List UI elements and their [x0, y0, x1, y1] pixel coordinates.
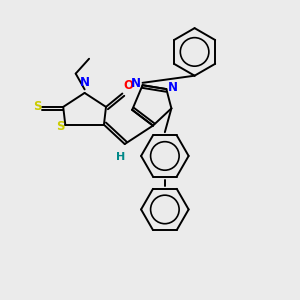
Text: S: S: [56, 120, 64, 133]
Text: N: N: [168, 81, 178, 94]
Text: O: O: [124, 79, 134, 92]
Text: S: S: [33, 100, 41, 113]
Text: H: H: [116, 152, 125, 162]
Text: N: N: [80, 76, 90, 89]
Text: N: N: [131, 77, 141, 90]
